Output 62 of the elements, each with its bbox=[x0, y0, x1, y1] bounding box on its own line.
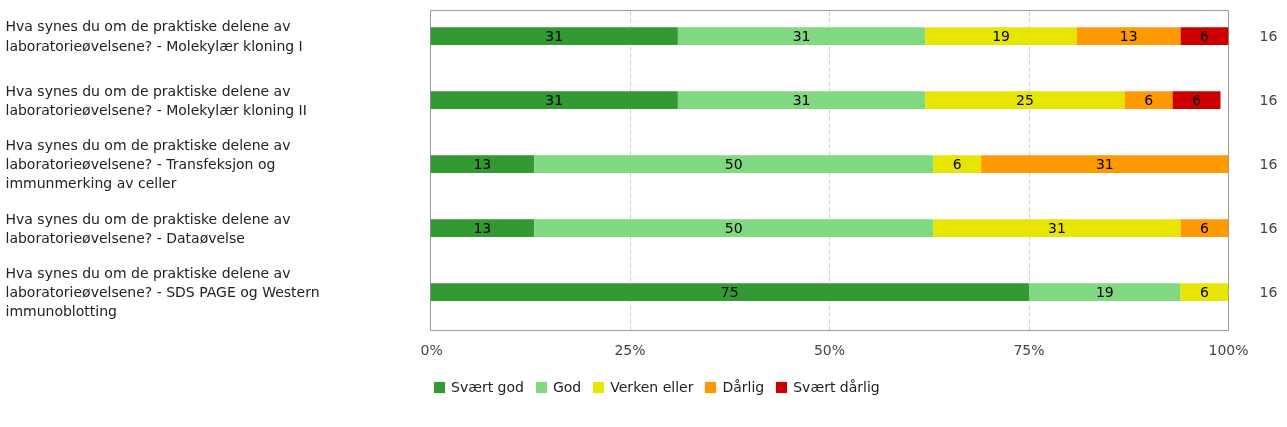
bar bbox=[534, 219, 934, 238]
text: 16 bbox=[1259, 220, 1278, 237]
data-label: 31 bbox=[792, 92, 811, 109]
data-label: 13 bbox=[473, 220, 492, 237]
bar bbox=[925, 91, 1125, 110]
bar bbox=[1180, 219, 1229, 238]
bar bbox=[430, 155, 535, 174]
legend-label: Svært god bbox=[451, 379, 524, 395]
text: 16 bbox=[1259, 92, 1278, 109]
y-tick-label: Hva synes du om de praktiske delene av laboratorieøvelsene? - Dataøvelse bbox=[5, 210, 291, 246]
bar bbox=[677, 91, 926, 110]
bar bbox=[430, 283, 1029, 302]
data-label: 6 bbox=[1200, 220, 1210, 237]
legend-label: Dårlig bbox=[722, 379, 765, 395]
x-tick-label: 50% bbox=[813, 341, 846, 358]
y-tick-label: Hva synes du om de praktiske delene av laboratorieøvelsene? - Molekylær kloning I bbox=[5, 18, 303, 54]
data-label: 19 bbox=[992, 28, 1010, 45]
x-tick-label: 100% bbox=[1208, 341, 1249, 358]
bar bbox=[933, 219, 1181, 238]
bar bbox=[430, 219, 535, 238]
data-label: 19 bbox=[1095, 284, 1114, 301]
bar bbox=[933, 155, 982, 174]
bar bbox=[1180, 283, 1229, 302]
bar bbox=[1180, 27, 1229, 46]
data-label: 6 bbox=[1192, 92, 1202, 109]
legend-label: Svært dårlig bbox=[793, 379, 880, 395]
data-label: 6 bbox=[952, 156, 962, 173]
data-label: 31 bbox=[1095, 156, 1114, 173]
bar bbox=[1172, 91, 1221, 110]
text: 16 bbox=[1259, 284, 1278, 301]
bar bbox=[430, 91, 678, 110]
y-tick-label: Hva synes du om de praktiske delene av laboratorieøvelsene? - Molekylær kloning II bbox=[5, 82, 307, 118]
data-label: 31 bbox=[1048, 220, 1066, 237]
y-tick-label: Hva synes du om de praktiske delene av laboratorieøvelsene? - Transfeksjon og immunmerking av celler bbox=[5, 136, 291, 192]
data-label: 13 bbox=[1119, 28, 1138, 45]
data-label: 50 bbox=[724, 156, 743, 173]
bar bbox=[430, 27, 678, 46]
bar bbox=[925, 27, 1077, 46]
data-label: 31 bbox=[545, 92, 564, 109]
legend-label: Verken eller bbox=[610, 379, 694, 395]
data-label: 6 bbox=[1200, 28, 1210, 45]
data-label: 31 bbox=[792, 28, 811, 45]
data-label: 25 bbox=[1016, 92, 1034, 109]
bar bbox=[1076, 27, 1181, 46]
bar bbox=[981, 155, 1229, 174]
x-tick-label: 25% bbox=[614, 341, 646, 358]
bar bbox=[1029, 283, 1181, 302]
text: 16 bbox=[1259, 156, 1278, 173]
data-label: 6 bbox=[1200, 284, 1210, 301]
bar bbox=[1124, 91, 1173, 110]
data-label: 31 bbox=[545, 28, 564, 45]
bar bbox=[677, 27, 926, 46]
legend-label: God bbox=[552, 379, 582, 395]
x-tick-label: 75% bbox=[1013, 341, 1045, 358]
data-label: 6 bbox=[1144, 92, 1154, 109]
data-label: 75 bbox=[720, 284, 739, 301]
data-label: 13 bbox=[473, 156, 492, 173]
data-label: 50 bbox=[724, 220, 743, 237]
bar bbox=[534, 155, 934, 174]
x-tick-label: 0% bbox=[420, 341, 443, 358]
y-tick-label: Hva synes du om de praktiske delene av laboratorieøvelsene? - SDS PAGE og Western immunoblotting bbox=[5, 264, 320, 320]
text: 16 bbox=[1259, 28, 1278, 45]
